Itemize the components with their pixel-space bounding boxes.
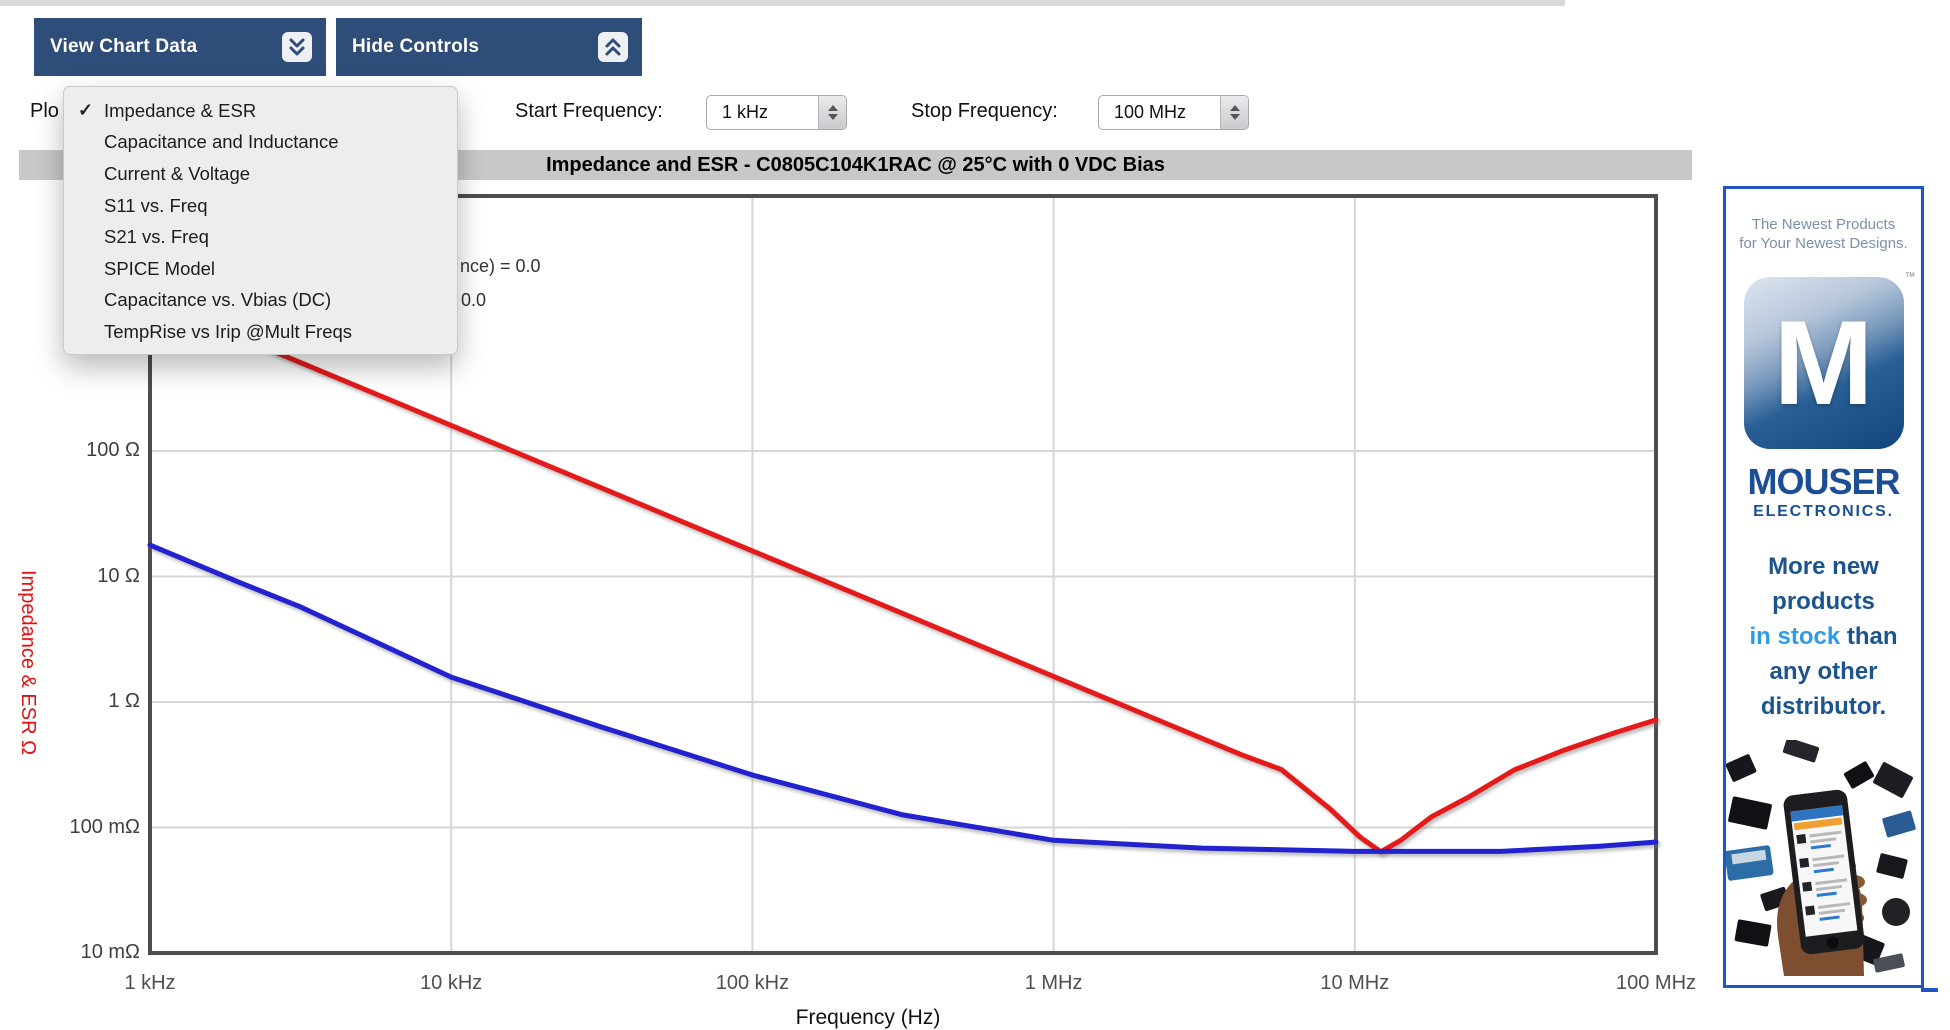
annotation-fragment-1: nce) = 0.0 (460, 256, 541, 276)
ad-headline: The Newest Products for Your Newest Desi… (1726, 215, 1921, 253)
ad-message-highlight: in stock (1749, 623, 1841, 650)
menu-item-label: SPICE Model (104, 257, 216, 279)
curve-impedance (147, 297, 1659, 855)
ad-footer-dash (1921, 988, 1938, 992)
x-tick-label: 1 kHz (124, 972, 176, 994)
ad-message-line: products (1726, 584, 1921, 619)
hide-controls-button[interactable]: Hide Controls (336, 18, 642, 76)
y-tick-label: 100 mΩ (69, 815, 140, 838)
stop-frequency-value: 100 MHz (1114, 102, 1187, 122)
ad-message-text: distributor. (1760, 693, 1887, 720)
ad-message-line: in stock than (1726, 619, 1921, 654)
mouser-logo: M (1743, 277, 1904, 449)
checkmark-icon: ✓ (78, 100, 94, 121)
mouser-ad-banner[interactable]: The Newest Products for Your Newest Desi… (1723, 186, 1924, 988)
y-tick-label: 10 mΩ (80, 941, 140, 963)
x-axis-title: Frequency (Hz) (795, 1006, 941, 1029)
menu-item-label: S11 vs. Freq (104, 194, 208, 216)
plot-select-label: Plo (30, 100, 59, 122)
top-strip (0, 0, 1565, 6)
chart-title: Impedance and ESR - C0805C104K1RAC @ 25°… (546, 153, 1165, 176)
menu-item-label: S21 vs. Freq (104, 226, 209, 248)
start-frequency-value: 1 kHz (722, 102, 769, 122)
x-tick-label: 10 kHz (420, 972, 483, 994)
phone (1783, 789, 1865, 955)
menu-item-label: Impedance & ESR (104, 99, 257, 121)
ad-message-text: products (1772, 588, 1875, 615)
menu-item-label: Capacitance vs. Vbias (DC) (104, 289, 332, 311)
x-tick-label: 1 MHz (1024, 972, 1083, 994)
menu-item-capacitance-and-inductance[interactable]: Capacitance and Inductance (64, 127, 457, 159)
y-tick-label: 100 Ω (86, 439, 140, 461)
mouser-wordmark-sub: ELECTRONICS. (1753, 503, 1894, 520)
menu-item-impedance-esr[interactable]: ✓ Impedance & ESR (64, 95, 457, 127)
stop-frequency-label: Stop Frequency: (911, 100, 1058, 122)
mouser-logo-letter: M (1773, 296, 1874, 430)
start-frequency-label: Start Frequency: (515, 100, 663, 122)
ad-message-line: any other (1726, 654, 1921, 689)
ad-message-text: any other (1769, 658, 1878, 685)
annotation-fragment-2: 0.0 (461, 290, 487, 310)
menu-item-current-voltage[interactable]: Current & Voltage (64, 158, 457, 190)
menu-item-s21-vs-freq[interactable]: S21 vs. Freq (64, 221, 457, 253)
hand-with-phone-photo (1726, 740, 1921, 976)
mouser-wordmark: MOUSER (1747, 461, 1900, 502)
plot-frame (148, 194, 1658, 955)
double-chevron-down-icon (282, 32, 312, 62)
view-chart-data-label: View Chart Data (50, 36, 198, 57)
y-tick-label: 10 Ω (97, 564, 140, 587)
ad-headline-line1: The Newest Products (1751, 216, 1896, 233)
ad-headline-line2: for Your Newest Designs. (1739, 235, 1908, 252)
menu-item-label: TempRise vs Irip @Mult Freqs (104, 320, 353, 342)
ad-message-text: More new (1768, 553, 1879, 580)
ad-message-text: than (1840, 623, 1898, 650)
menu-item-label: Current & Voltage (104, 162, 251, 184)
menu-item-label: Capacitance and Inductance (104, 131, 339, 153)
plot-options-menu: ✓ Impedance & ESR Capacitance and Inductan… (63, 86, 458, 355)
y-axis-title: Impedance & ESR Ω (17, 570, 39, 756)
start-frequency-select[interactable]: 1 kHz (706, 95, 847, 130)
y-tick-label: 1 Ω (108, 690, 140, 712)
select-stepper-icon (1220, 96, 1248, 129)
menu-item-capacitance-vs-vbias-dc[interactable]: Capacitance vs. Vbias (DC) (64, 285, 457, 317)
menu-item-s11-vs-freq[interactable]: S11 vs. Freq (64, 190, 457, 222)
select-stepper-icon (818, 96, 846, 129)
ad-message-line: distributor. (1726, 689, 1921, 724)
trademark-symbol: ™ (1904, 271, 1916, 283)
ad-message: More new products in stock than any other di… (1726, 549, 1921, 724)
hide-controls-label: Hide Controls (352, 36, 480, 57)
menu-item-temprise-vs-irip-mult-freqs[interactable]: TempRise vs Irip @Mult Freqs (64, 316, 457, 348)
ad-message-line: More new (1726, 549, 1921, 584)
x-tick-label: 100 MHz (1615, 972, 1697, 994)
stop-frequency-select[interactable]: 100 MHz (1098, 95, 1249, 130)
x-tick-label: 10 MHz (1320, 972, 1390, 994)
view-chart-data-button[interactable]: View Chart Data (34, 18, 326, 76)
x-tick-label: 100 kHz (715, 972, 790, 994)
curve-esr (147, 542, 1659, 854)
menu-item-spice-model[interactable]: SPICE Model (64, 253, 457, 285)
double-chevron-up-icon (598, 32, 628, 62)
